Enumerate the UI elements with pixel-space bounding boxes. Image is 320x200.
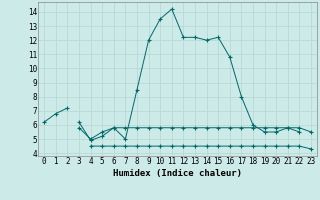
X-axis label: Humidex (Indice chaleur): Humidex (Indice chaleur) (113, 169, 242, 178)
